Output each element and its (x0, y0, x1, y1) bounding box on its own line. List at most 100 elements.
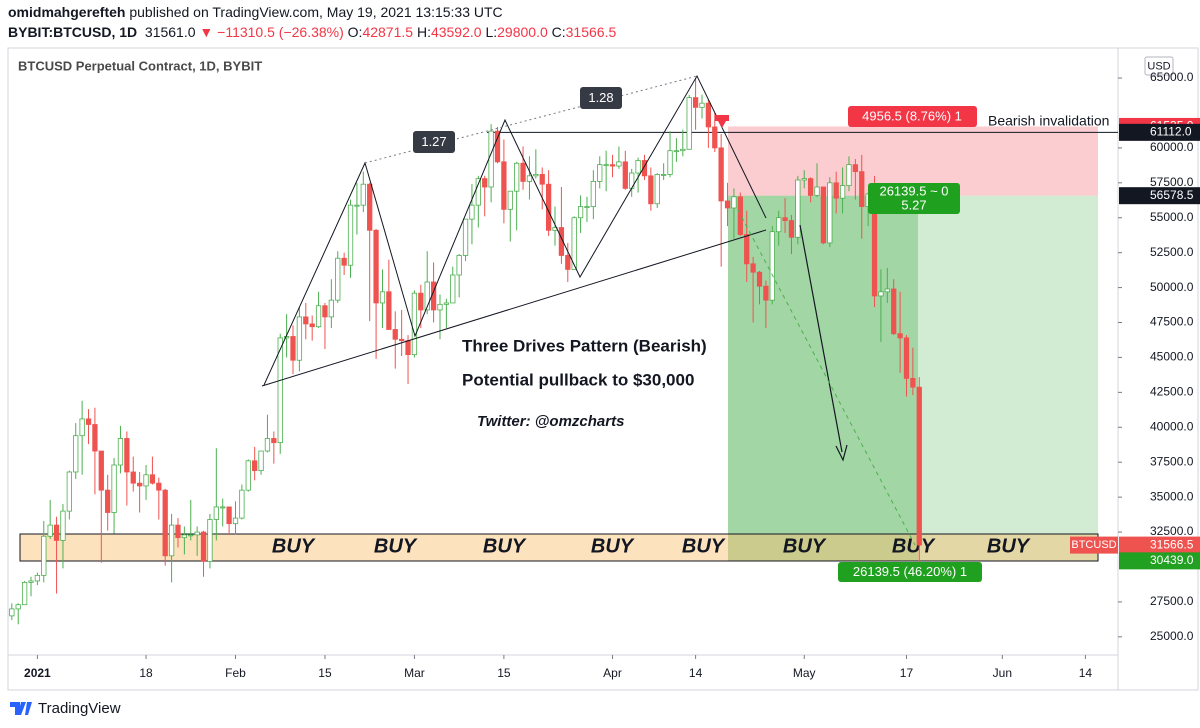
candle-body (526, 175, 533, 182)
candle-body (852, 164, 858, 173)
candle-body (53, 524, 60, 541)
candle-body (533, 174, 539, 177)
symbol-tag: BTCUSD (1071, 539, 1116, 551)
candle-body (367, 183, 373, 231)
candle-body (309, 323, 315, 328)
candle-body (34, 574, 41, 582)
y-tick-label: 27500.0 (1150, 594, 1194, 608)
brand-logo (10, 702, 32, 715)
candle-body (181, 534, 188, 539)
sell-marker (715, 115, 729, 128)
c-value: 31566.5 (565, 24, 617, 40)
candle-body (469, 204, 475, 220)
header-line-1: omidmahgerefteh published on TradingView… (8, 4, 503, 20)
candle-body (373, 229, 379, 304)
x-tick-label: Apr (603, 666, 622, 680)
candle-body (603, 164, 609, 167)
candle-body (482, 178, 488, 188)
pullback-text: Potential pullback to $30,000 (462, 370, 694, 389)
trend-line (261, 229, 767, 387)
l-value: 29800.0 (497, 24, 548, 40)
x-tick-label: Jun (993, 666, 1012, 680)
y-tick-label: 37500.0 (1150, 454, 1194, 468)
rr-label: 5.27 (901, 197, 926, 212)
candle-body (290, 336, 296, 361)
x-tick-label: 18 (139, 666, 153, 680)
currency-box (1144, 56, 1174, 76)
candle-body (117, 438, 124, 466)
candle-body (494, 130, 501, 163)
candle-body (149, 474, 156, 484)
candle-body (744, 234, 750, 265)
price-label-box (1119, 123, 1200, 141)
published: published on TradingView.com, May 19, 20… (129, 4, 503, 20)
position-path (737, 209, 916, 546)
candle-body (456, 255, 462, 276)
candle-body (28, 580, 34, 583)
rr-label: 26139.5 ~ 0 (879, 183, 948, 198)
candle-body (661, 174, 667, 176)
candle-body (226, 506, 232, 525)
candle-body (718, 147, 724, 202)
candle-body (220, 506, 226, 509)
candle-body (635, 160, 641, 174)
candle-body (667, 150, 673, 175)
candle-body (392, 329, 398, 340)
candle-body (200, 531, 207, 562)
candle-body (213, 506, 219, 520)
candle-body (820, 186, 827, 244)
candle-body (846, 164, 852, 187)
candle-body (776, 217, 782, 233)
candle-body (916, 386, 922, 546)
candle-body (137, 482, 143, 487)
candle-body (686, 97, 692, 150)
y-tick-label: 45000.0 (1150, 350, 1194, 364)
candle-body (92, 424, 98, 452)
symbol-tag-box (1070, 536, 1118, 554)
candle-body (891, 288, 897, 335)
candle-body (692, 97, 699, 108)
candle-body (41, 535, 47, 576)
y-tick-label: 55000.0 (1150, 210, 1194, 224)
chart-title: BTCUSD Perpetual Contract, 1D, BYBIT (18, 58, 262, 73)
candle-body (277, 337, 283, 444)
buy-label: BUY (892, 535, 936, 557)
twitter-text: Twitter: @omzcharts (477, 413, 624, 430)
stop-label-box (848, 106, 977, 127)
price-label: 31566.5 (1150, 537, 1194, 551)
candle-body (143, 474, 149, 487)
y-tick-label: 42500.0 (1150, 385, 1194, 399)
rr-label-box (868, 183, 960, 214)
buy-label: BUY (272, 535, 316, 557)
candle-body (737, 196, 743, 235)
footer: TradingView (10, 700, 121, 717)
candle-body (699, 102, 705, 108)
candle-body (584, 206, 590, 208)
y-tick-label: 35000.0 (1150, 489, 1194, 503)
candle-body (315, 305, 322, 328)
candle-body (839, 185, 846, 199)
candle-body (475, 178, 481, 206)
candle-body (60, 510, 66, 541)
candle-body (462, 218, 469, 256)
o-key: O: (347, 24, 363, 40)
candle-body (296, 316, 303, 361)
candle-body (782, 217, 788, 221)
buy-label: BUY (374, 535, 418, 557)
invalidation-text: Bearish invalidation (988, 113, 1109, 129)
candle-body (750, 263, 756, 273)
candle-body (507, 190, 513, 210)
candle-body (903, 337, 910, 379)
candle-body (9, 608, 15, 617)
candle-body (328, 299, 334, 318)
candle-body (814, 186, 820, 196)
candle-body (833, 182, 839, 199)
fib-label: 1.27 (421, 134, 446, 149)
candle-body (680, 148, 686, 152)
candle-body (73, 435, 79, 473)
candle-body (769, 231, 775, 301)
candle-body (21, 581, 28, 606)
candle-body (609, 164, 616, 167)
candle-body (379, 291, 386, 304)
